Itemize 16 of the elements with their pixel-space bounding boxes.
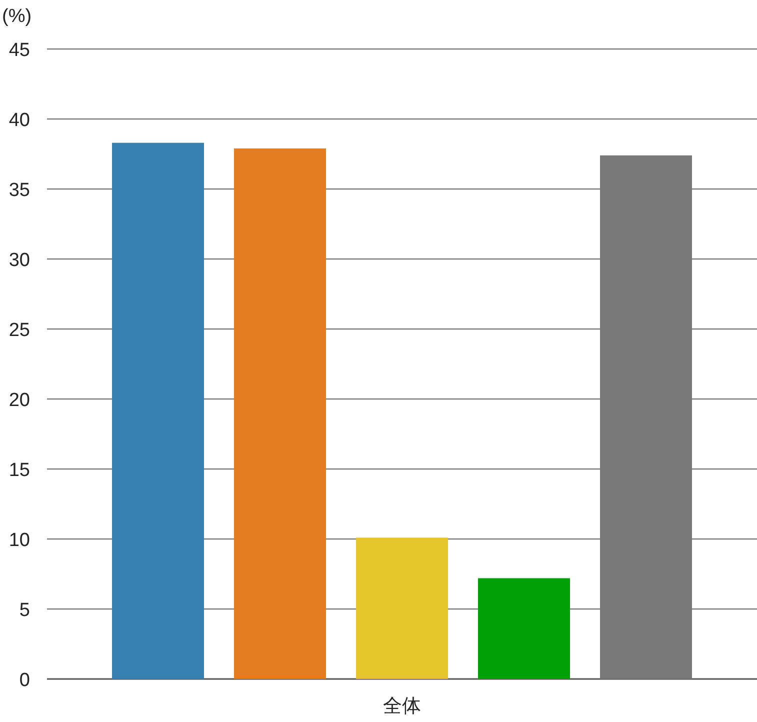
y-tick-label: 10 <box>8 530 30 551</box>
y-tick-label: 5 <box>19 600 30 621</box>
y-tick-label: 35 <box>8 180 30 201</box>
bar <box>478 578 570 679</box>
y-tick-label: 45 <box>8 40 30 61</box>
bar <box>356 538 448 679</box>
y-tick-label: 0 <box>19 670 30 691</box>
y-tick-label: 25 <box>8 320 30 341</box>
y-tick-label: 40 <box>8 110 30 131</box>
bar <box>234 148 326 679</box>
y-tick-label: 15 <box>8 460 30 481</box>
y-axis-title: (%) <box>2 6 32 27</box>
bar <box>112 142 204 679</box>
y-tick-label: 30 <box>8 250 30 271</box>
x-tick-label: 全体 <box>383 696 421 717</box>
y-tick-label: 20 <box>8 390 30 411</box>
